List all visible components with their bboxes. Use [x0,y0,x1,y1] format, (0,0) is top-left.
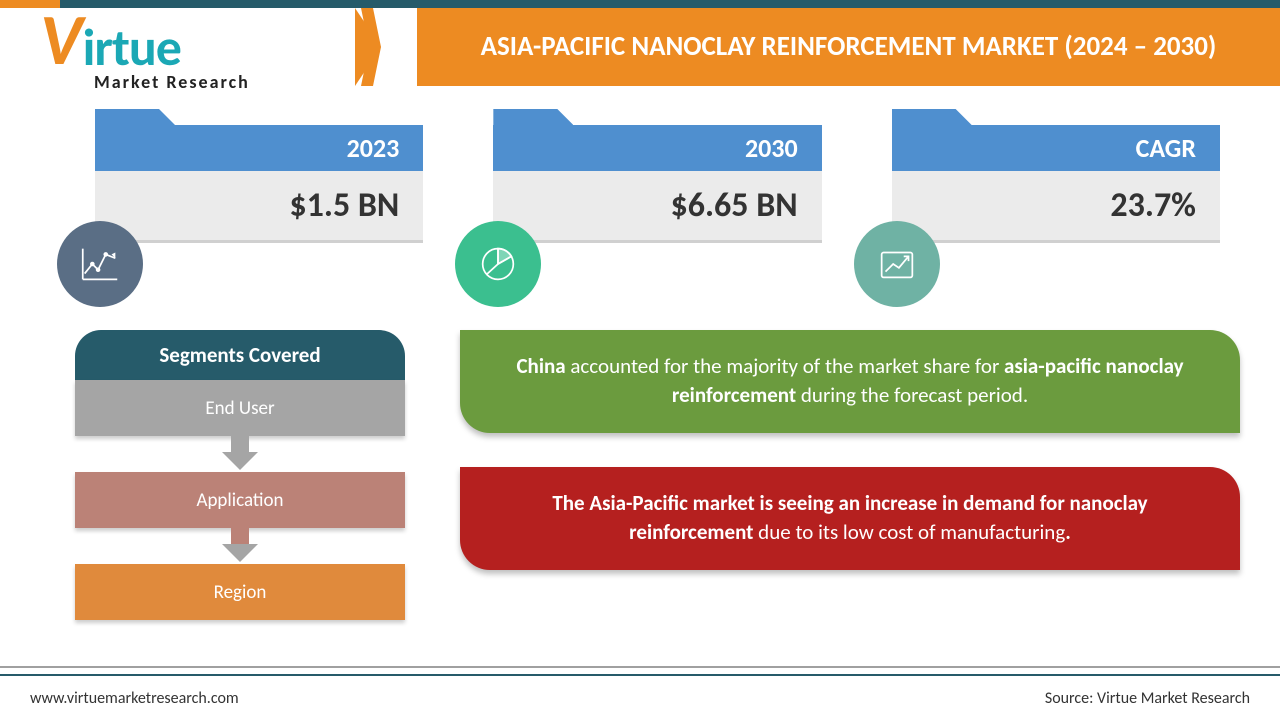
logo-word: irtue [83,15,181,79]
segment-region: Region [75,564,405,620]
stat-label: 2023 [95,125,423,171]
top-border-accent [0,0,60,8]
growth-chart-icon [854,221,940,307]
segments-column: Segments Covered End User Application Re… [75,330,405,620]
insights-column: China accounted for the majority of the … [460,330,1240,604]
insight-box-china: China accounted for the majority of the … [460,330,1240,433]
stat-card-2023: 2023 $1.5 BN [95,125,423,285]
logo-letter: V [40,15,83,65]
footer-bar: www.virtuemarketresearch.com Source: Vir… [0,674,1280,720]
brand-logo: Virtue Market Research [40,15,340,93]
chevron-icon [355,8,405,86]
stat-card-cagr: CAGR 23.7% [892,125,1220,285]
footer-url: www.virtuemarketresearch.com [30,689,239,708]
down-arrow-icon [75,528,405,564]
logo-tagline: Market Research [94,71,340,93]
segment-application: Application [75,472,405,528]
stat-label: CAGR [892,125,1220,171]
footer-source: Source: Virtue Market Research [1045,689,1250,708]
stats-row: 2023 $1.5 BN 2030 $6.65 BN CAGR 23.7% [95,125,1220,285]
insight-box-demand: The Asia-Pacific market is seeing an inc… [460,467,1240,570]
footer-divider [0,666,1280,668]
title-banner: ASIA-PACIFIC NANOCLAY REINFORCEMENT MARK… [355,8,1280,86]
stat-value: $1.5 BN [95,171,423,243]
stat-tab [892,109,972,125]
pie-chart-icon [455,221,541,307]
stat-card-2030: 2030 $6.65 BN [493,125,821,285]
stat-label: 2030 [493,125,821,171]
stat-tab [493,109,573,125]
segment-end-user: End User [75,380,405,436]
stat-value: 23.7% [892,171,1220,243]
top-border-bar [0,0,1280,8]
stat-tab [95,109,175,125]
page-title: ASIA-PACIFIC NANOCLAY REINFORCEMENT MARK… [417,8,1280,86]
stat-value: $6.65 BN [493,171,821,243]
line-chart-icon [57,221,143,307]
down-arrow-icon [75,436,405,472]
segments-header: Segments Covered [75,330,405,380]
